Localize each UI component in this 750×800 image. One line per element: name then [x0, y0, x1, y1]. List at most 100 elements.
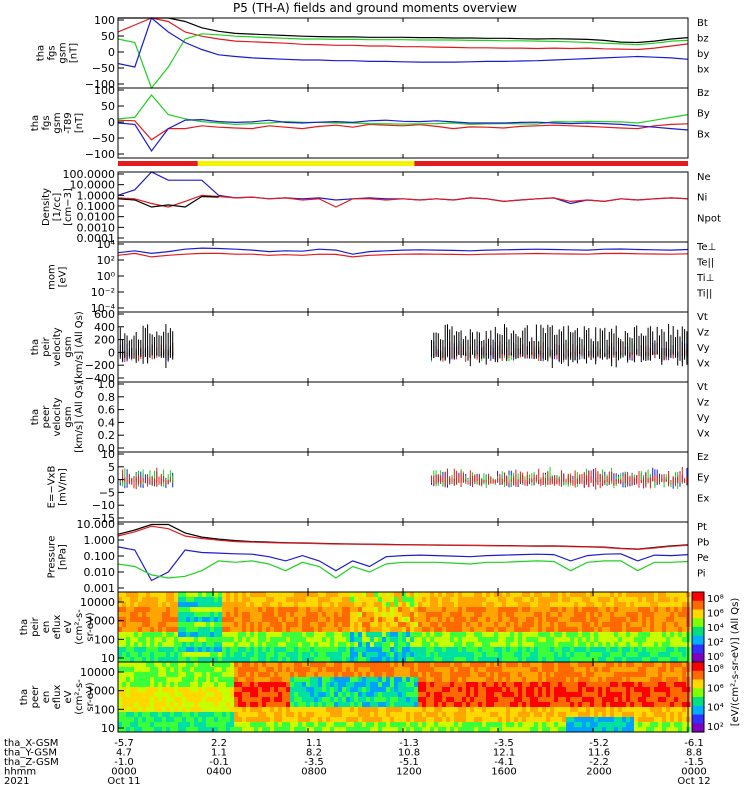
spectrogram-cell	[322, 627, 327, 633]
spectrogram-cell	[294, 597, 299, 603]
spectrogram-cell	[378, 627, 383, 633]
spectrogram-cell	[610, 707, 615, 713]
spectrogram-cell	[310, 622, 315, 628]
spectrogram-cell	[598, 672, 603, 678]
spectrogram-cell	[314, 657, 319, 663]
spectrogram-cell	[186, 652, 191, 658]
spectrogram-cell	[674, 677, 679, 683]
spectrogram-cell	[142, 667, 147, 673]
spectrogram-cell	[122, 592, 127, 598]
spectrogram-cell	[654, 692, 659, 698]
spectrogram-cell	[362, 682, 367, 688]
spectrogram-cell	[390, 717, 395, 723]
spectrogram-cell	[262, 617, 267, 623]
spectrogram-cell	[402, 657, 407, 663]
spectrogram-cell	[306, 622, 311, 628]
spectrogram-cell	[130, 647, 135, 653]
spectrogram-cell	[122, 712, 127, 718]
spectrogram-cell	[574, 647, 579, 653]
spectrogram-cell	[506, 662, 511, 668]
spectrogram-cell	[286, 627, 291, 633]
spectrogram-cell	[230, 627, 235, 633]
spectrogram-cell	[302, 717, 307, 723]
spectrogram-cell	[386, 687, 391, 693]
spectrogram-cell	[454, 642, 459, 648]
spectrogram-cell	[542, 642, 547, 648]
spectrogram-cell	[362, 627, 367, 633]
spectrogram-cell	[606, 642, 611, 648]
spectrogram-cell	[186, 707, 191, 713]
spectrogram-cell	[346, 592, 351, 598]
spectrogram-cell	[562, 692, 567, 698]
spectrogram-cell	[614, 667, 619, 673]
spectrogram-cell	[542, 622, 547, 628]
spectrogram-cell	[250, 677, 255, 683]
spectrogram-cell	[450, 632, 455, 638]
spectrogram-cell	[122, 657, 127, 663]
spectrogram-cell	[342, 722, 347, 728]
colorbar-segment	[692, 674, 704, 677]
spectrogram-cell	[186, 592, 191, 598]
spectrogram-cell	[678, 642, 683, 648]
spectrogram-cell	[302, 662, 307, 668]
spectrogram-cell	[642, 612, 647, 618]
spectrogram-cell	[402, 652, 407, 658]
spectrogram-cell	[466, 702, 471, 708]
spectrogram-cell	[626, 692, 631, 698]
spectrogram-cell	[262, 702, 267, 708]
spectrogram-cell	[214, 692, 219, 698]
spectrogram-cell	[330, 697, 335, 703]
spectrogram-cell	[514, 662, 519, 668]
spectrogram-cell	[638, 672, 643, 678]
spectrogram-cell	[450, 602, 455, 608]
spectrogram-cell	[430, 627, 435, 633]
spectrogram-cell	[182, 592, 187, 598]
spectrogram-cell	[518, 627, 523, 633]
spectrogram-cell	[386, 707, 391, 713]
spectrogram-cell	[546, 702, 551, 708]
spectrogram-cell	[390, 592, 395, 598]
spectrogram-cell	[542, 702, 547, 708]
spectrogram-cell	[150, 672, 155, 678]
legend-entry-3: Pe	[697, 553, 709, 564]
spectrogram-cell	[462, 647, 467, 653]
spectrogram-cell	[122, 602, 127, 608]
spectrogram-cell	[670, 722, 675, 728]
spectrogram-cell	[170, 632, 175, 638]
spectrogram-cell	[158, 637, 163, 643]
spectrogram-cell	[486, 707, 491, 713]
spectrogram-cell	[290, 597, 295, 603]
spectrogram-cell	[122, 672, 127, 678]
spectrogram-cell	[534, 692, 539, 698]
spectrogram-cell	[370, 687, 375, 693]
spectrogram-cell	[670, 662, 675, 668]
spectrogram-cell	[462, 622, 467, 628]
spectrogram-cell	[654, 657, 659, 663]
spectrogram-cell	[498, 702, 503, 708]
spectrogram-cell	[422, 682, 427, 688]
spectrogram-cell	[518, 652, 523, 658]
spectrogram-cell	[394, 652, 399, 658]
spectrogram-cell	[330, 597, 335, 603]
spectrogram-cell	[406, 627, 411, 633]
spectrogram-cell	[262, 667, 267, 673]
spectrogram-cell	[634, 677, 639, 683]
spectrogram-cell	[502, 712, 507, 718]
spectrogram-cell	[398, 657, 403, 663]
spectrogram-cell	[446, 612, 451, 618]
spectrogram-cell	[634, 617, 639, 623]
spectrogram-cell	[426, 622, 431, 628]
spectrogram-cell	[242, 727, 247, 733]
spectrogram-cell	[122, 597, 127, 603]
spectrogram-cell	[238, 682, 243, 688]
spectrogram-cell	[606, 702, 611, 708]
series-noise-green	[117, 466, 688, 489]
spectrogram-cell	[198, 607, 203, 613]
spectrogram-cell	[326, 627, 331, 633]
spectrogram-cell	[642, 617, 647, 623]
spectrogram-cell	[514, 592, 519, 598]
colorbar-segment	[692, 614, 704, 618]
spectrogram-cell	[506, 622, 511, 628]
spectrogram-cell	[210, 702, 215, 708]
